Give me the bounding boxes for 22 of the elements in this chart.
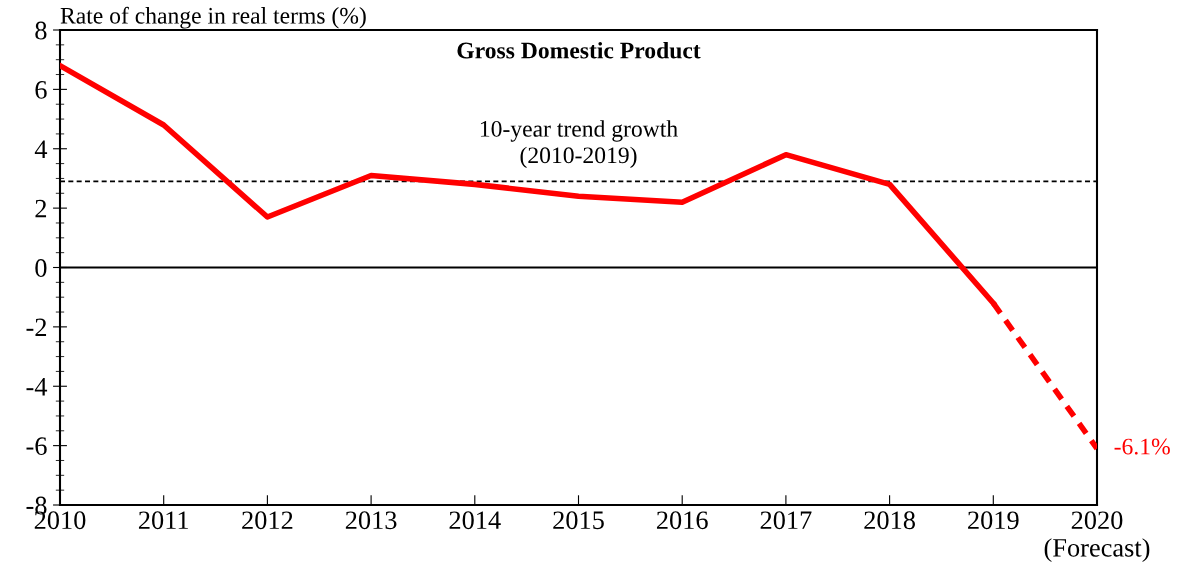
ref-line-label: 10-year trend growth (2010-2019) xyxy=(480,120,678,169)
x-tick-label: 2015 xyxy=(553,511,604,530)
x-tick-label: 2014 xyxy=(449,511,501,530)
y-axis-title: Rate of change in real terms (%) xyxy=(60,6,366,29)
y-tick-label: -4 xyxy=(26,378,48,396)
x-tick-label: 2011 xyxy=(138,511,189,530)
x-tick-label: 2012 xyxy=(242,511,293,530)
x-tick-label: 2019 xyxy=(968,511,1019,530)
y-tick-label: -2 xyxy=(26,318,47,337)
x-tick-label: 2018 xyxy=(864,511,915,530)
x-tick-label: 2017 xyxy=(760,511,812,530)
y-tick-label: 6 xyxy=(35,81,47,99)
y-tick-label: 4 xyxy=(34,140,48,158)
annotation: -6.1% xyxy=(1114,438,1170,455)
x-tick-label: 2013 xyxy=(345,511,397,530)
y-tick-label: 2 xyxy=(35,199,47,218)
y-tick-label: 0 xyxy=(35,259,47,277)
y-tick-label: 8 xyxy=(35,21,47,40)
y-tick-label: -6 xyxy=(26,437,47,456)
chart-title: Gross Domestic Product xyxy=(457,41,701,59)
x-tick-label: 2020 (Forecast) xyxy=(1044,511,1150,563)
x-tick-label: 2016 xyxy=(656,511,708,530)
